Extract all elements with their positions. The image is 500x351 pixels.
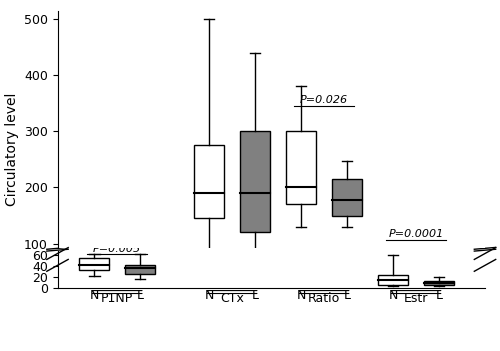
Text: Ratio: Ratio <box>308 292 340 305</box>
Bar <box>332 179 362 216</box>
Bar <box>424 281 454 285</box>
Text: P1NP: P1NP <box>101 292 134 305</box>
Text: N: N <box>90 289 99 302</box>
Text: Estr: Estr <box>404 292 428 305</box>
Text: P=0.0001: P=0.0001 <box>388 229 444 239</box>
Text: Circulatory level: Circulatory level <box>6 92 20 206</box>
Bar <box>126 265 155 274</box>
Text: CTx: CTx <box>220 292 244 305</box>
Text: L: L <box>436 289 442 302</box>
Bar <box>378 275 408 285</box>
Text: L: L <box>252 289 258 302</box>
Bar <box>240 131 270 232</box>
Text: P=0.026: P=0.026 <box>300 95 348 105</box>
Text: N: N <box>204 289 214 302</box>
Text: P=0.005: P=0.005 <box>93 244 142 254</box>
Bar <box>194 145 224 218</box>
Text: L: L <box>344 289 350 302</box>
Text: L: L <box>136 289 143 302</box>
Bar <box>286 131 316 204</box>
Text: N: N <box>296 289 306 302</box>
Bar <box>80 258 109 270</box>
Text: N: N <box>388 289 398 302</box>
